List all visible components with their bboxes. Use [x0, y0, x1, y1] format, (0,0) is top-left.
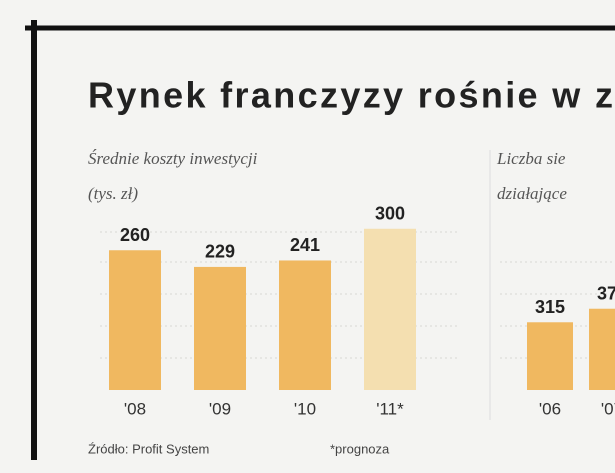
chart-subtitle: (tys. zł) — [88, 184, 138, 203]
x-tick-label: '09 — [209, 399, 231, 418]
bar — [109, 250, 161, 390]
bar — [364, 228, 416, 390]
chart-subtitle: działające — [497, 184, 567, 203]
bar — [194, 266, 246, 390]
x-tick-label: '07 — [601, 399, 615, 418]
bar — [589, 308, 615, 390]
value-label: 315 — [535, 297, 565, 317]
value-label: 300 — [375, 204, 405, 224]
value-label: 229 — [205, 242, 235, 262]
x-tick-label: '11* — [376, 399, 404, 418]
x-tick-label: '06 — [539, 399, 561, 418]
value-label: 241 — [290, 235, 320, 255]
x-tick-label: '10 — [294, 399, 316, 418]
value-label: 260 — [120, 225, 150, 245]
bar — [527, 322, 573, 390]
note: *prognoza — [330, 441, 390, 456]
chart-title: Liczba sie — [496, 149, 566, 168]
bar — [279, 260, 331, 390]
chart-title: Średnie koszty inwestycji — [88, 149, 258, 168]
source: Źródło: Profit System — [88, 441, 209, 456]
page-title: Rynek franczyzy rośnie w z — [88, 75, 613, 116]
x-tick-label: '08 — [124, 399, 146, 418]
value-label: 378 — [597, 283, 615, 303]
